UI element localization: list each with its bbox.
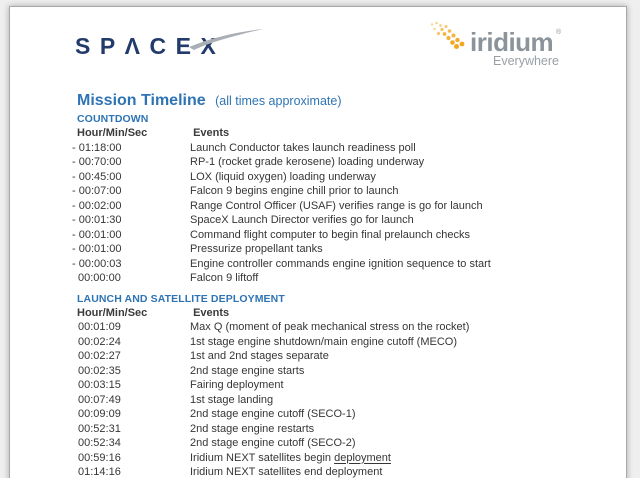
table-header-row: Hour/Min/Sec Events [77, 126, 568, 141]
time-cell: 00:02:24 [78, 335, 121, 348]
spacex-logo-icon: SPΛCEX [75, 29, 263, 58]
event-cell: Max Q (moment of peak mechanical stress … [190, 321, 470, 333]
time-cell: - 00:01:30 [72, 214, 122, 226]
event-cell: 1st stage landing [190, 393, 274, 406]
time-cell: 00:07:49 [78, 393, 121, 406]
column-header-events: Events [193, 127, 230, 139]
underlined-text: deployment [334, 451, 391, 464]
time-cell: 00:02:35 [78, 364, 121, 377]
event-cell: Iridium NEXT satellites end deployment [190, 466, 383, 478]
time-cell: 00:09:09 [78, 408, 121, 420]
iridium-registered-mark: ® [556, 28, 562, 36]
timeline-row: - 00:07:00 Falcon 9 begins engine chill p… [72, 184, 568, 199]
event-cell: Falcon 9 begins engine chill prior to la… [190, 185, 399, 197]
timeline-row: 00:02:35 2nd stage engine starts [77, 364, 568, 379]
iridium-logo-icon: iridium ® Everywhere [430, 21, 562, 68]
time-cell: 00:00:00 [78, 272, 121, 284]
timeline-row: - 00:01:30 SpaceX Launch Director verifie… [72, 213, 568, 228]
page-title-main: Mission Timeline [77, 92, 206, 109]
timeline-row: 00:01:09 Max Q (moment of peak mechanical… [77, 320, 568, 335]
section-heading: COUNTDOWN [77, 113, 149, 125]
event-cell: 2nd stage engine cutoff (SECO-1) [190, 408, 356, 420]
time-cell: - 00:07:00 [72, 185, 122, 197]
event-cell: LOX (liquid oxygen) loading underway [190, 170, 376, 183]
event-cell: Range Control Officer (USAF) verifies ra… [190, 199, 483, 212]
timeline-row: - 01:18:00 Launch Conductor takes launch … [72, 141, 568, 156]
page-title: Mission Timeline (all times approximate) [77, 92, 568, 110]
event-cell: SpaceX Launch Director verifies go for l… [190, 214, 414, 226]
page-title-suffix: (all times approximate) [215, 94, 342, 108]
timeline-section: COUNTDOWN Hour/Min/Sec Events - 01:18:00… [72, 112, 568, 286]
event-cell: 2nd stage engine cutoff (SECO-2) [190, 437, 356, 449]
time-cell: - 00:00:03 [72, 257, 122, 270]
event-cell: Fairing deployment [190, 379, 284, 391]
section-heading: LAUNCH AND SATELLITE DEPLOYMENT [77, 292, 285, 305]
timeline-row: - 00:45:00 LOX (liquid oxygen) loading un… [72, 170, 568, 185]
column-header-time: Hour/Min/Sec [77, 306, 148, 319]
time-cell: 00:52:31 [78, 422, 121, 435]
time-cell: - 00:45:00 [72, 170, 122, 183]
logo-header: SPΛCEX [75, 20, 568, 68]
event-cell: 2nd stage engine restarts [190, 422, 315, 435]
event-cell: 2nd stage engine starts [190, 364, 305, 377]
event-cell: Pressurize propellant tanks [190, 243, 323, 255]
timeline-row: - 00:02:00 Range Control Officer (USAF) v… [72, 199, 568, 214]
time-cell: - 00:01:00 [72, 243, 122, 255]
table-rows: - 01:18:00 Launch Conductor takes launch … [72, 141, 568, 286]
timeline-row: - 00:70:00 RP-1 (rocket grade kerosene) l… [72, 155, 568, 170]
time-cell: - 00:01:00 [72, 228, 122, 241]
time-cell: - 00:02:00 [72, 199, 122, 212]
event-cell: Engine controller commands engine igniti… [190, 257, 491, 270]
timeline-row: 00:52:34 2nd stage engine cutoff (SECO-2) [77, 436, 568, 451]
document-page: SPΛCEX [9, 6, 627, 478]
timeline-row: 00:52:31 2nd stage engine restarts [77, 422, 568, 437]
timeline-section: LAUNCH AND SATELLITE DEPLOYMENT Hour/Min… [77, 292, 568, 478]
spacex-logo-text: SPΛCEX [75, 33, 225, 58]
column-header-time: Hour/Min/Sec [77, 127, 148, 139]
timeline-row: 00:03:15 Fairing deployment [77, 378, 568, 393]
iridium-logo-text: iridium [470, 27, 553, 57]
timeline-row: - 00:01:00 Pressurize propellant tanks [72, 242, 568, 257]
page-content: SPΛCEX [10, 7, 626, 478]
time-cell: 01:14:16 [78, 466, 121, 478]
time-cell: - 01:18:00 [72, 141, 122, 154]
table-header-row: Hour/Min/Sec Events [77, 306, 568, 321]
event-cell: RP-1 (rocket grade kerosene) loading und… [190, 156, 425, 168]
timeline-row: 00:07:49 1st stage landing [77, 393, 568, 408]
timeline-row: 01:14:16 Iridium NEXT satellites end depl… [77, 465, 568, 478]
timeline-row: 00:59:16 Iridium NEXT satellites begin de… [77, 451, 568, 466]
event-cell: Falcon 9 liftoff [190, 272, 259, 284]
time-cell: 00:03:15 [78, 379, 121, 391]
time-cell: 00:01:09 [78, 321, 121, 333]
spacex-swoosh-icon [189, 29, 263, 50]
event-cell: 1st stage engine shutdown/main engine cu… [190, 335, 458, 348]
time-cell: 00:59:16 [78, 451, 121, 464]
timeline-row: 00:02:24 1st stage engine shutdown/main e… [77, 335, 568, 350]
time-cell: - 00:70:00 [72, 156, 122, 168]
timeline-row: 00:00:00 Falcon 9 liftoff [77, 271, 568, 286]
event-cell: 1st and 2nd stages separate [190, 350, 329, 362]
timeline-row: 00:09:09 2nd stage engine cutoff (SECO-1) [77, 407, 568, 422]
sections: COUNTDOWN Hour/Min/Sec Events - 01:18:00… [72, 112, 568, 478]
column-header-events: Events [193, 306, 230, 319]
timeline-row: 00:02:27 1st and 2nd stages separate [77, 349, 568, 364]
time-cell: 00:52:34 [78, 437, 121, 449]
event-cell: Iridium NEXT satellites begin deployment [190, 451, 391, 464]
timeline-row: - 00:01:00 Command flight computer to beg… [72, 228, 568, 243]
event-cell: Launch Conductor takes launch readiness … [190, 141, 416, 154]
timeline-row: - 00:00:03 Engine controller commands eng… [72, 257, 568, 272]
table-rows: 00:01:09 Max Q (moment of peak mechanical… [77, 320, 568, 478]
event-cell: Command flight computer to begin final p… [190, 228, 471, 241]
iridium-dots-icon [430, 21, 465, 49]
time-cell: 00:02:27 [78, 350, 121, 362]
iridium-tagline: Everywhere [493, 54, 559, 68]
